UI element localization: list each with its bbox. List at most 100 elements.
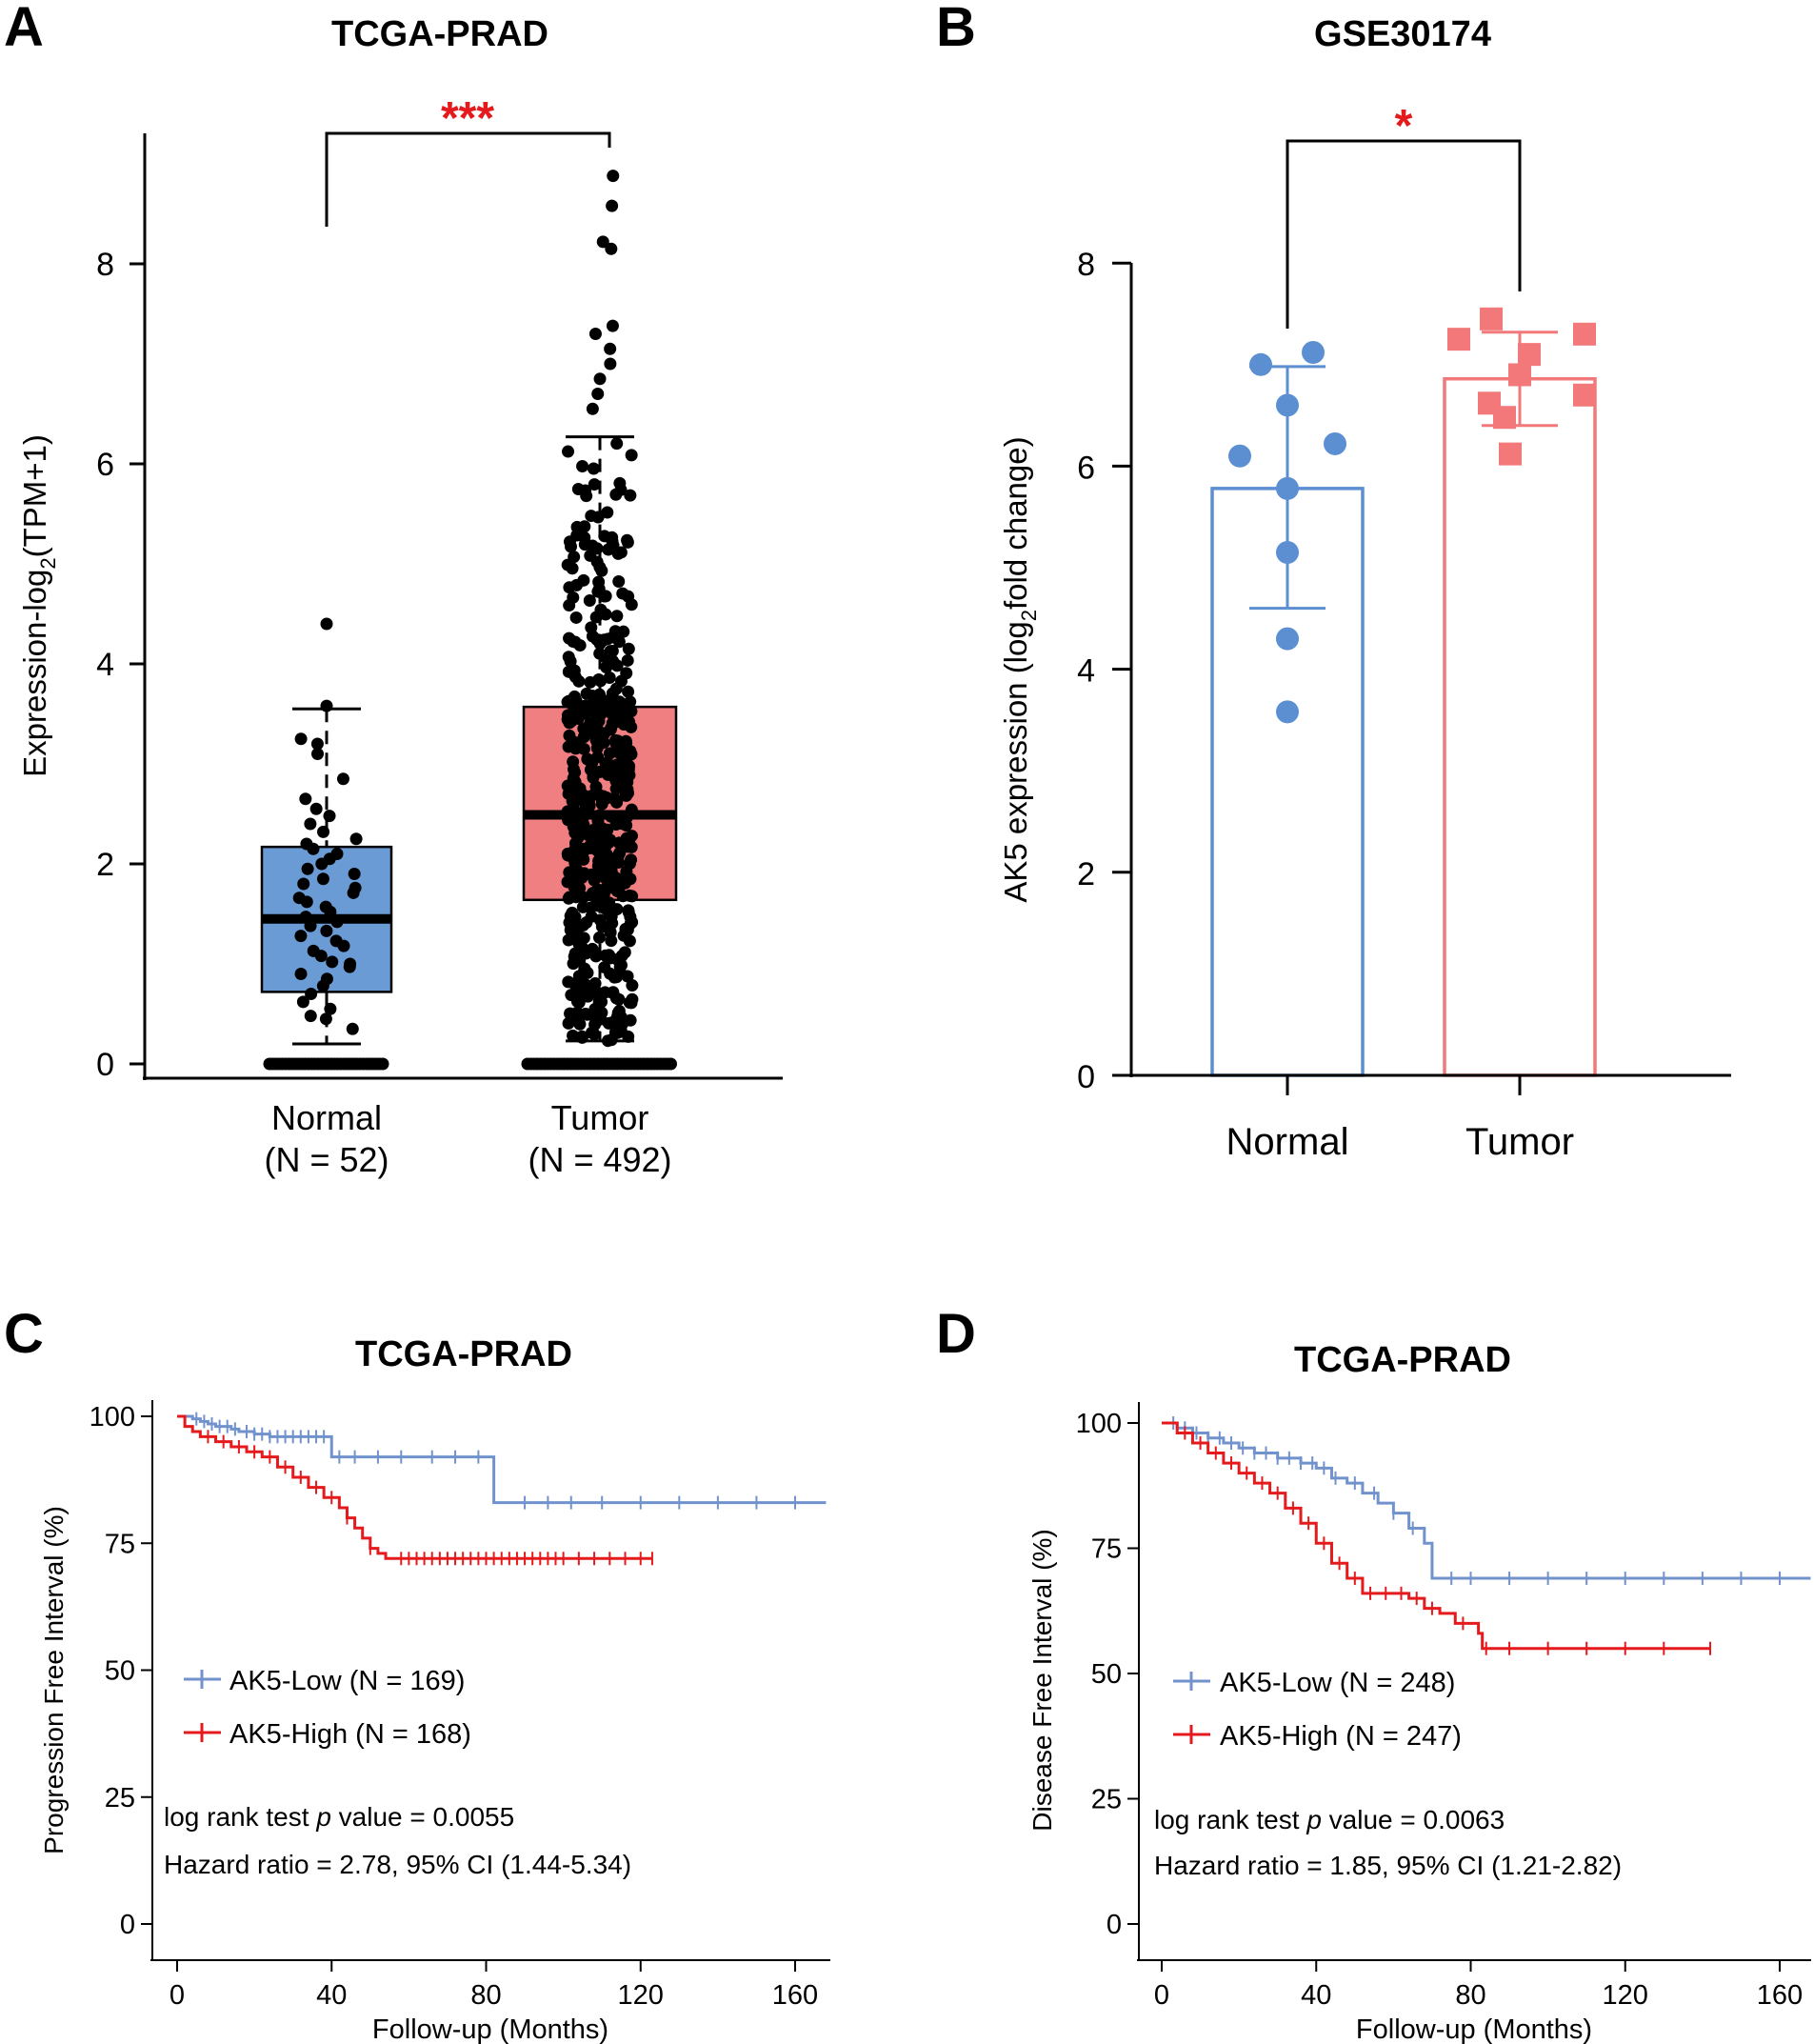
data-point-normal [320, 924, 333, 937]
data-point-tumor [578, 699, 591, 712]
y-tick-label: 6 [96, 447, 114, 483]
data-point-normal [292, 892, 306, 905]
panel-a-title: TCGA-PRAD [331, 14, 548, 54]
data-point-tumor [622, 685, 635, 698]
data-point-normal [329, 934, 343, 948]
y-tick-label: 25 [105, 1783, 135, 1814]
data-point-normal-zero [376, 1057, 389, 1071]
panel-b-y-axis-label: AK5 expression (log2fold change) [998, 436, 1041, 902]
data-point-tumor [610, 758, 624, 772]
data-point-tumor [578, 520, 591, 533]
panel-c-curves [177, 1412, 827, 1566]
y-tick-label: 6 [1077, 450, 1095, 486]
data-point-tumor [625, 996, 638, 1010]
panel-d-title: TCGA-PRAD [1294, 1340, 1511, 1380]
data-point-normal [296, 995, 309, 1009]
data-point-tumor [562, 975, 575, 989]
data-point-tumor [612, 992, 626, 1006]
data-point-tumor [617, 718, 630, 731]
panel-d-x-axis-label: Follow-up (Months) [1356, 2014, 1592, 2044]
panel-a-x-label-tumor: Tumor [551, 1098, 649, 1137]
panel-b-significance-star: * [1395, 101, 1413, 151]
y-tick-label: 4 [1077, 653, 1095, 690]
data-point-normal [344, 957, 357, 971]
km-curve-ak5-high [1162, 1421, 1710, 1651]
data-point-tumor [599, 651, 612, 665]
panel-c-legend: AK5-Low (N = 169) AK5-High (N = 168) [184, 1666, 471, 1750]
data-point-tumor [585, 510, 598, 523]
data-point-normal-outlier [320, 617, 333, 631]
data-point-normal [1249, 352, 1272, 376]
data-point-tumor-outlier [586, 402, 599, 415]
data-point-normal [319, 900, 332, 913]
km-curve-ak5-high [177, 1414, 652, 1560]
panel-d-logrank: log rank test p value = 0.0063 [1154, 1805, 1505, 1834]
data-point-tumor [595, 821, 608, 834]
x-tick-label: 80 [470, 1980, 501, 2011]
y-tick-label: 8 [96, 247, 114, 283]
data-point-tumor-zero [665, 1057, 677, 1071]
panel-c-letter: C [4, 1303, 44, 1365]
panel-d-km-plot: D TCGA-PRAD 0 40 80 120 160 0 25 50 75 100 Diseas… [936, 1303, 1811, 2044]
panel-b-letter: B [936, 0, 976, 58]
data-point-tumor [622, 642, 635, 655]
data-point-normal [294, 732, 308, 746]
data-point-tumor [604, 833, 617, 847]
data-point-tumor [564, 654, 577, 668]
panel-b-significance-bracket [1286, 139, 1522, 329]
data-point-tumor [613, 960, 627, 973]
panel-a-marks [260, 170, 678, 1071]
data-point-tumor [592, 854, 606, 868]
data-point-tumor [573, 936, 587, 950]
data-point-tumor [567, 755, 580, 769]
data-point-tumor [598, 590, 611, 603]
panel-b-bar-chart: B GSE30174 0 2 4 6 8 AK5 expression (log2fol… [936, 0, 1731, 1163]
data-point-tumor [568, 551, 581, 564]
panel-a-significance-bracket [325, 131, 611, 227]
data-point-normal [310, 737, 324, 751]
data-point-tumor [592, 725, 606, 738]
data-point-tumor [1447, 328, 1470, 351]
data-point-tumor [603, 857, 616, 871]
data-point-tumor [585, 757, 598, 771]
km-curve-ak5-low [1162, 1421, 1811, 1580]
panel-d-letter: D [936, 1303, 976, 1365]
x-tick-label: 160 [1757, 1980, 1803, 2011]
data-point-tumor [626, 979, 639, 992]
data-point-tumor [586, 689, 599, 702]
y-tick-label: 2 [96, 847, 114, 883]
data-point-tumor [616, 587, 629, 600]
panel-b-title: GSE30174 [1314, 14, 1491, 54]
data-point-tumor [620, 667, 633, 680]
data-point-tumor [576, 459, 589, 472]
panel-a-y-ticks: 0 2 4 6 8 [96, 247, 145, 1083]
data-point-tumor [621, 923, 634, 936]
data-point-tumor [617, 625, 630, 638]
data-point-normal [301, 862, 314, 875]
data-point-tumor [593, 884, 607, 897]
data-point-normal [319, 1012, 332, 1026]
data-point-tumor [621, 533, 634, 547]
data-point-tumor [586, 539, 599, 552]
data-point-tumor [595, 995, 608, 1009]
data-point-tumor [572, 1012, 586, 1025]
data-point-tumor [1499, 442, 1522, 466]
data-point-tumor [1480, 307, 1503, 331]
data-point-tumor [567, 875, 580, 889]
data-point-tumor [590, 843, 604, 856]
panel-a-significance-stars: *** [441, 93, 494, 144]
y-tick-label: 2 [1077, 856, 1095, 892]
panel-d-legend-high: AK5-High (N = 247) [1220, 1721, 1462, 1752]
data-point-tumor [1508, 363, 1531, 387]
data-point-tumor-outlier [596, 235, 609, 249]
bar-tumor [1443, 376, 1597, 1077]
data-point-tumor [566, 851, 579, 864]
data-point-normal [316, 872, 329, 886]
data-point-tumor [625, 748, 638, 761]
data-point-tumor [570, 578, 584, 591]
data-point-tumor [600, 661, 613, 674]
data-point-tumor [622, 762, 635, 775]
panel-c-y-axis-label: Progression Free Interval (%) [39, 1506, 69, 1854]
panel-c-x-axis-label: Follow-up (Months) [372, 2014, 608, 2044]
data-point-tumor [592, 899, 606, 912]
